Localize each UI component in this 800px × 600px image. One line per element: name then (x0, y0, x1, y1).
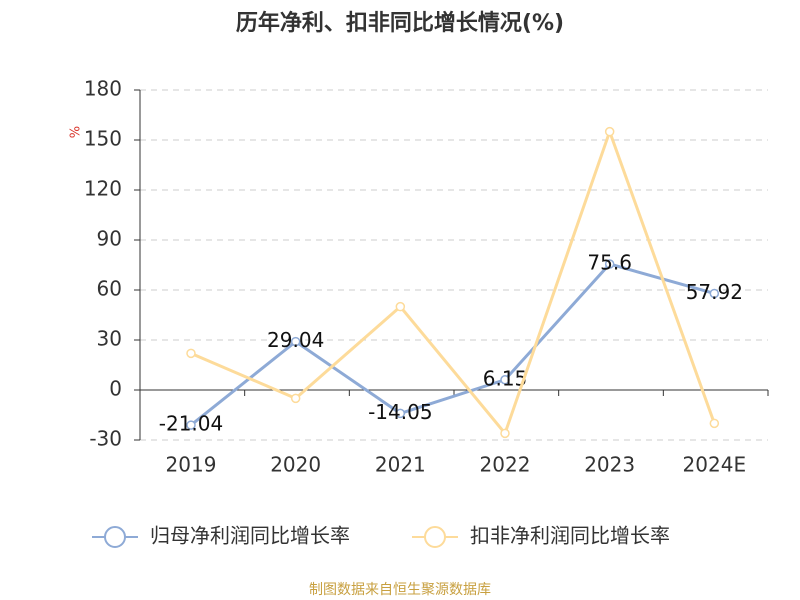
series-line (190, 262, 715, 427)
data-point (290, 336, 301, 347)
y-tick-label: 30 (97, 327, 122, 351)
data-point (186, 348, 196, 359)
y-tick-label: 150 (84, 127, 122, 151)
y-tick-label: 90 (97, 227, 122, 251)
data-point (395, 408, 406, 419)
data-point (500, 375, 510, 385)
y-tick-label: 60 (97, 277, 122, 301)
data-label: 75.6 (587, 251, 632, 275)
x-tick-label: 2019 (166, 453, 217, 477)
data-point (290, 393, 301, 404)
y-tick-label: 120 (84, 177, 122, 201)
data-point (395, 301, 406, 312)
x-tick-label: 2022 (480, 453, 531, 477)
data-point (500, 428, 510, 439)
chart-title: 历年净利、扣非同比增长情况(%) (236, 10, 564, 36)
y-tick-label: 180 (84, 77, 122, 101)
y-tick-label: 0 (109, 377, 122, 401)
source-note: 制图数据来自恒生聚源数据库 (309, 582, 491, 598)
data-point (604, 259, 615, 269)
x-tick-label: 2021 (375, 453, 426, 477)
data-label: -21.04 (159, 412, 223, 436)
y-unit: % (69, 126, 84, 138)
y-tick-label: -30 (89, 427, 122, 451)
data-point (709, 288, 720, 299)
legend-marker (424, 526, 446, 548)
legend-marker (104, 526, 126, 548)
x-tick-label: 2020 (270, 453, 321, 477)
x-tick-label: 2024E (683, 453, 747, 477)
data-label: -14.05 (368, 400, 432, 424)
legend-label: 归母净利润同比增长率 (150, 524, 350, 548)
series-line (190, 127, 716, 437)
data-point (186, 420, 196, 430)
x-tick-label: 2023 (584, 453, 635, 477)
legend-label: 扣非净利润同比增长率 (470, 524, 670, 548)
data-label: 29.04 (267, 328, 324, 352)
data-point (709, 418, 720, 429)
data-point (604, 126, 615, 137)
data-label: 57.92 (686, 280, 743, 304)
